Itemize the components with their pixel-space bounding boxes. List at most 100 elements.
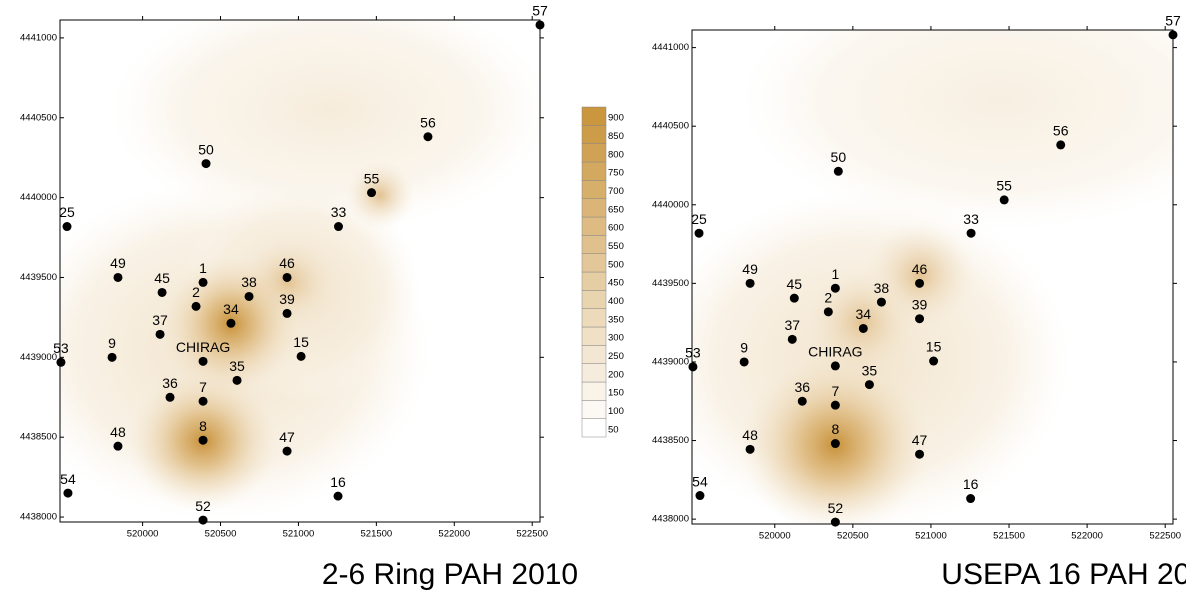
station (830, 361, 840, 371)
station (1056, 140, 1066, 150)
station-label: 47 (912, 432, 928, 448)
contour-fill (692, 30, 1173, 524)
station-label: 46 (279, 255, 295, 271)
colorbar-swatch (581, 235, 607, 254)
y-tick-label: 4440000 (652, 199, 689, 210)
station-label: 54 (692, 473, 708, 489)
colorbar-swatch (581, 418, 607, 438)
station (797, 396, 807, 406)
station-label: 50 (831, 149, 847, 165)
station-label: 39 (279, 291, 295, 307)
station (113, 441, 123, 451)
station (198, 356, 208, 366)
station-label: 38 (874, 280, 890, 296)
station-label: CHIRAG (176, 339, 230, 355)
colorbar-label: 900 (608, 113, 624, 124)
y-tick-label: 4439000 (652, 356, 689, 367)
station (876, 297, 886, 307)
plot-frame (59, 19, 541, 523)
station (830, 439, 840, 449)
colorbar-label: 500 (608, 259, 624, 270)
colorbar-label: 50 (608, 424, 619, 435)
x-tick-label: 520500 (837, 531, 869, 542)
y-tick-label: 4439500 (652, 278, 689, 289)
station-label: 15 (926, 339, 942, 355)
station (745, 444, 755, 454)
station (157, 287, 167, 297)
colorbar-label: 350 (608, 314, 624, 325)
station-label: 38 (241, 274, 257, 290)
station-label: 54 (60, 471, 76, 487)
station-label: 15 (293, 334, 309, 350)
station (333, 491, 343, 501)
colorbar-swatch (581, 106, 607, 126)
station (201, 159, 211, 169)
x-tick-label: 520000 (759, 531, 791, 542)
station (695, 491, 705, 501)
x-tick-label: 522500 (1149, 531, 1181, 542)
station-label: 52 (195, 498, 211, 514)
station (56, 357, 66, 367)
colorbar-label: 100 (608, 406, 624, 417)
station (155, 329, 165, 339)
station-label: 9 (740, 340, 748, 356)
station-label: 7 (831, 383, 839, 399)
station (830, 400, 840, 410)
station (226, 318, 236, 328)
x-tick-label: 522000 (438, 529, 470, 540)
colorbar-label: 800 (608, 149, 624, 160)
y-tick-label: 4440500 (20, 112, 57, 123)
station (62, 222, 72, 232)
station (966, 228, 976, 238)
panel-title: 2-6 Ring PAH 2010 (322, 558, 578, 591)
station (282, 308, 292, 318)
plot-frame (691, 29, 1174, 525)
y-tick-label: 4438000 (652, 514, 689, 525)
station (915, 449, 925, 459)
station (333, 222, 343, 232)
station-label: 2 (824, 290, 832, 306)
y-tick-label: 4439500 (20, 272, 57, 283)
station-label: 45 (154, 270, 170, 286)
colorbar-swatch (581, 253, 607, 273)
station-label: 25 (59, 204, 75, 220)
station-label: 8 (199, 418, 207, 434)
station (915, 314, 925, 324)
station (198, 277, 208, 287)
y-tick-label: 4438500 (652, 435, 689, 446)
station (535, 20, 545, 30)
x-tick-label: 521000 (915, 531, 947, 542)
x-tick-label: 521500 (361, 529, 393, 540)
station (864, 380, 874, 390)
station (833, 166, 843, 176)
station (830, 283, 840, 293)
station (282, 446, 292, 456)
station-label: 9 (108, 335, 116, 351)
station-label: 56 (420, 114, 436, 130)
station-label: 57 (1165, 13, 1181, 29)
station-label: 56 (1053, 123, 1069, 139)
station (191, 301, 201, 311)
station-label: 48 (110, 424, 126, 440)
colorbar-swatch (581, 125, 607, 144)
station (694, 228, 704, 238)
station-label: 53 (685, 345, 701, 361)
station (282, 272, 292, 282)
station (966, 494, 976, 504)
station (823, 307, 833, 317)
station-label: 8 (831, 421, 839, 437)
colorbar-label: 200 (608, 369, 624, 380)
panel-title: USEPA 16 PAH 2010 (941, 558, 1186, 591)
station-label: 57 (532, 3, 548, 19)
colorbar-swatch (581, 326, 607, 346)
colorbar-label: 550 (608, 241, 624, 252)
station-label: 1 (831, 266, 839, 282)
station-label: 46 (912, 261, 928, 277)
station-label: 25 (691, 211, 707, 227)
station (830, 517, 840, 527)
station-label: 36 (794, 379, 810, 395)
x-tick-label: 520000 (127, 529, 159, 540)
station-label: 1 (199, 260, 207, 276)
y-tick-label: 4438000 (20, 512, 57, 523)
